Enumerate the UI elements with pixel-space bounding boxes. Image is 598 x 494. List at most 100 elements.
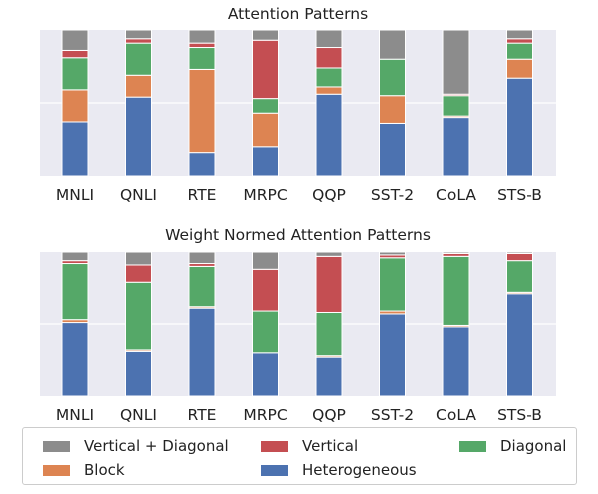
bar-segment-vertical-diagonal-mnli [61, 251, 89, 262]
bar-segment-diagonal-sts-b [506, 42, 533, 60]
bar-segment-vertical-diagonal-mnli [61, 29, 89, 51]
chart-panel-1: Attention Patterns MNLI QNLI RTE MRPC QQP SST-… [40, 5, 556, 204]
bar-segment-heterogeneous-rte [188, 307, 216, 397]
bar-segment-heterogeneous-qnli [125, 350, 152, 397]
legend-label-vertical-diagonal: Vertical + Diagonal [84, 437, 229, 455]
bar-segment-vertical-diagonal-mrpc [252, 29, 279, 41]
bar-segment-vertical-diagonal-mrpc [252, 251, 279, 270]
chart-title: Weight Normed Attention Patterns [165, 226, 431, 244]
bar-segment-block-sts-b [506, 58, 533, 79]
x-tick-label: QNLI [120, 406, 157, 424]
bar-segment-heterogeneous-mrpc [252, 352, 279, 397]
x-tick-label: STS-B [497, 406, 542, 424]
bar-segment-diagonal-mrpc [252, 98, 279, 114]
bar-segment-vertical-diagonal-qqp [315, 251, 343, 257]
legend-item-heterogeneous: Heterogeneous [261, 460, 417, 480]
bar-segment-heterogeneous-sts-b [506, 293, 533, 397]
x-tick-label: CoLA [436, 406, 476, 424]
bar-segment-vertical-sts-b [506, 38, 533, 44]
bar-segment-vertical-diagonal-sts-b [506, 29, 533, 40]
x-tick-label: QQP [312, 186, 346, 204]
bar-segment-vertical-diagonal-rte [188, 29, 216, 44]
bar-segment-diagonal-mrpc [252, 310, 279, 354]
bar-segment-vertical-mrpc [252, 39, 279, 100]
bar-segment-heterogeneous-cola [442, 326, 470, 397]
legend-swatch-block [43, 464, 70, 476]
legend-label-diagonal: Diagonal [500, 437, 567, 455]
bar-segment-vertical-diagonal-cola [442, 251, 470, 254]
bar-segment-heterogeneous-mnli [61, 322, 89, 397]
x-tick-label: MNLI [56, 406, 94, 424]
bar-segment-block-rte [188, 68, 216, 154]
bar-segment-heterogeneous-sst-2 [379, 122, 406, 177]
legend-item-diagonal: Diagonal [459, 436, 566, 456]
legend-label-vertical: Vertical [302, 437, 359, 455]
legend-swatch-diagonal [459, 440, 486, 452]
legend-item-vertical: Vertical [261, 436, 358, 456]
x-tick-label: SST-2 [371, 406, 414, 424]
bar-segment-block-sst-2 [379, 95, 406, 124]
bar-segment-heterogeneous-sst-2 [379, 313, 406, 397]
bar-segment-vertical-diagonal-qnli [125, 251, 152, 266]
x-tick-label: MNLI [56, 186, 94, 204]
bar-segment-vertical-qqp [315, 255, 343, 313]
bar-segment-heterogeneous-mrpc [252, 146, 279, 177]
legend-label-block: Block [84, 461, 125, 479]
bar-segment-vertical-rte [188, 42, 216, 49]
bar-segment-diagonal-sts-b [506, 260, 533, 293]
legend-item-block: Block [43, 460, 125, 480]
bar-segment-vertical-mrpc [252, 268, 279, 312]
bar-segment-vertical-qnli [125, 38, 152, 44]
bar-segment-heterogeneous-qqp [315, 93, 343, 177]
bar-segment-diagonal-qnli [125, 281, 152, 351]
bar-segment-heterogeneous-rte [188, 152, 216, 177]
bar-segment-vertical-qqp [315, 47, 343, 69]
x-tick-label: MRPC [243, 186, 287, 204]
bar-segment-diagonal-qqp [315, 67, 343, 88]
chart-title: Attention Patterns [228, 5, 368, 23]
bar-segment-heterogeneous-cola [442, 117, 470, 177]
x-tick-label: RTE [188, 186, 217, 204]
bar-segment-diagonal-sst-2 [379, 257, 406, 312]
bar-segment-block-qnli [125, 74, 152, 98]
bar-segment-heterogeneous-mnli [61, 121, 89, 177]
bar-segment-diagonal-mnli [61, 57, 89, 91]
bar-segment-diagonal-mnli [61, 263, 89, 321]
bar-segment-block-qqp [315, 86, 343, 95]
x-tick-label: SST-2 [371, 186, 414, 204]
bar-segment-vertical-diagonal-cola [442, 29, 470, 95]
bar-segment-block-mrpc [252, 112, 279, 148]
legend-swatch-heterogeneous [261, 464, 288, 476]
bar-segment-heterogeneous-qnli [125, 96, 152, 177]
bar-segment-diagonal-cola [442, 255, 470, 326]
x-tick-label: CoLA [436, 186, 476, 204]
bar-segment-vertical-diagonal-sst-2 [379, 29, 406, 60]
bar-segment-diagonal-rte [188, 47, 216, 70]
chart-panel-2: Weight Normed Attention Patterns MNLI QNLI… [40, 226, 556, 424]
x-tick-label: QQP [312, 406, 346, 424]
x-tick-label: STS-B [497, 186, 542, 204]
bar-segment-heterogeneous-sts-b [506, 77, 533, 177]
bar-segment-vertical-diagonal-qnli [125, 29, 152, 40]
chart-legend: Vertical + Diagonal Vertical Diagonal Bl… [22, 427, 577, 485]
bar-segment-diagonal-cola [442, 95, 470, 117]
bar-segment-diagonal-rte [188, 265, 216, 308]
legend-swatch-vertical [261, 440, 288, 452]
bar-segment-heterogeneous-qqp [315, 356, 343, 397]
bar-segment-vertical-diagonal-sts-b [506, 251, 533, 254]
bar-segment-vertical-diagonal-sst-2 [379, 251, 406, 256]
bar-segment-vertical-diagonal-qqp [315, 29, 343, 49]
bar-segment-vertical-mnli [61, 49, 89, 59]
legend-swatch-vertical-diagonal [43, 440, 70, 452]
bar-segment-vertical-qnli [125, 264, 152, 283]
bar-segment-block-mnli [61, 89, 89, 123]
bar-segment-diagonal-sst-2 [379, 58, 406, 97]
x-tick-label: RTE [188, 406, 217, 424]
legend-label-heterogeneous: Heterogeneous [302, 461, 417, 479]
bar-segment-diagonal-qqp [315, 311, 343, 357]
bar-segment-vertical-diagonal-rte [188, 251, 216, 265]
bar-segment-vertical-sts-b [506, 252, 533, 262]
x-tick-label: QNLI [120, 186, 157, 204]
x-tick-label: MRPC [243, 406, 287, 424]
